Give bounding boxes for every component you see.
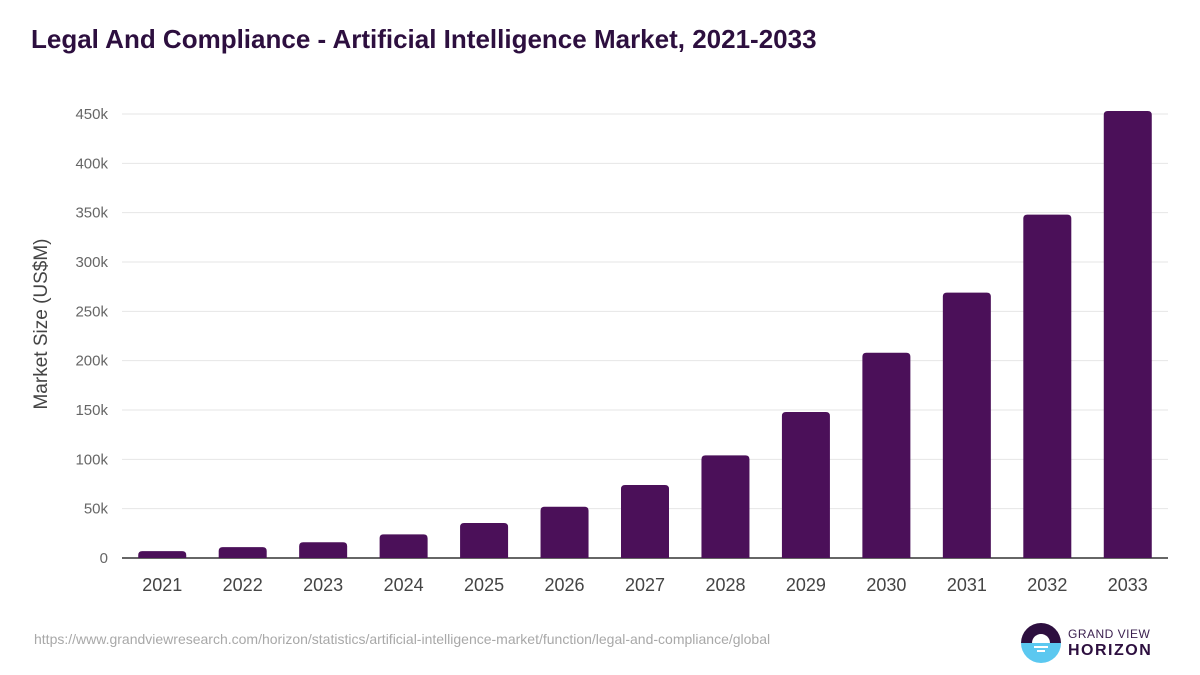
y-tick-label: 350k — [75, 205, 108, 222]
bar-2029[interactable] — [781, 411, 830, 558]
y-tick-label: 0 — [100, 550, 108, 567]
logo-line2: HORIZON — [1068, 642, 1153, 659]
y-tick-label: 250k — [75, 303, 108, 320]
bar-2023[interactable] — [299, 542, 348, 558]
horizon-logo-icon — [1021, 623, 1061, 663]
y-tick-label: 150k — [75, 402, 108, 419]
grand-view-horizon-logo: GRAND VIEW HORIZON — [1020, 622, 1170, 666]
x-tick-label: 2027 — [625, 575, 665, 595]
bar-2031[interactable] — [942, 292, 991, 558]
y-tick-label: 400k — [75, 155, 108, 172]
x-tick-label: 2030 — [866, 575, 906, 595]
chart-title: Legal And Compliance - Artificial Intell… — [31, 24, 817, 54]
source-url[interactable]: https://www.grandviewresearch.com/horizo… — [34, 631, 771, 647]
x-tick-label: 2023 — [303, 575, 343, 595]
x-tick-label: 2021 — [142, 575, 182, 595]
y-tick-label: 50k — [84, 501, 109, 518]
bar-2021[interactable] — [138, 551, 187, 558]
x-tick-label: 2032 — [1027, 575, 1067, 595]
y-tick-label: 450k — [75, 106, 108, 123]
bar-2027[interactable] — [621, 484, 669, 558]
bar-2030[interactable] — [862, 352, 911, 558]
bar-2025[interactable] — [460, 522, 509, 558]
bar-2024[interactable] — [379, 534, 428, 558]
x-tick-label: 2029 — [786, 575, 826, 595]
x-tick-label: 2028 — [705, 575, 745, 595]
bar-2033[interactable] — [1103, 111, 1152, 558]
y-tick-label: 100k — [75, 451, 108, 468]
bar-2032[interactable] — [1023, 214, 1072, 558]
x-tick-label: 2024 — [384, 575, 424, 595]
y-tick-label: 300k — [75, 254, 108, 271]
x-tick-label: 2026 — [545, 575, 585, 595]
x-tick-label: 2022 — [223, 575, 263, 595]
x-tick-label: 2025 — [464, 575, 504, 595]
x-tick-label: 2031 — [947, 575, 987, 595]
y-tick-label: 200k — [75, 353, 108, 370]
y-axis-label: Market Size (US$M) — [31, 238, 52, 409]
bar-chart: 2021 2022 2023 2024 2025 2026 2027 2028 2029 2030… — [31, 106, 1168, 595]
bar-2028[interactable] — [701, 455, 750, 558]
bar-2022[interactable] — [218, 547, 267, 558]
x-tick-label: 2033 — [1108, 575, 1148, 595]
bar-2026[interactable] — [540, 506, 589, 558]
logo-line1: GRAND VIEW — [1068, 627, 1151, 641]
